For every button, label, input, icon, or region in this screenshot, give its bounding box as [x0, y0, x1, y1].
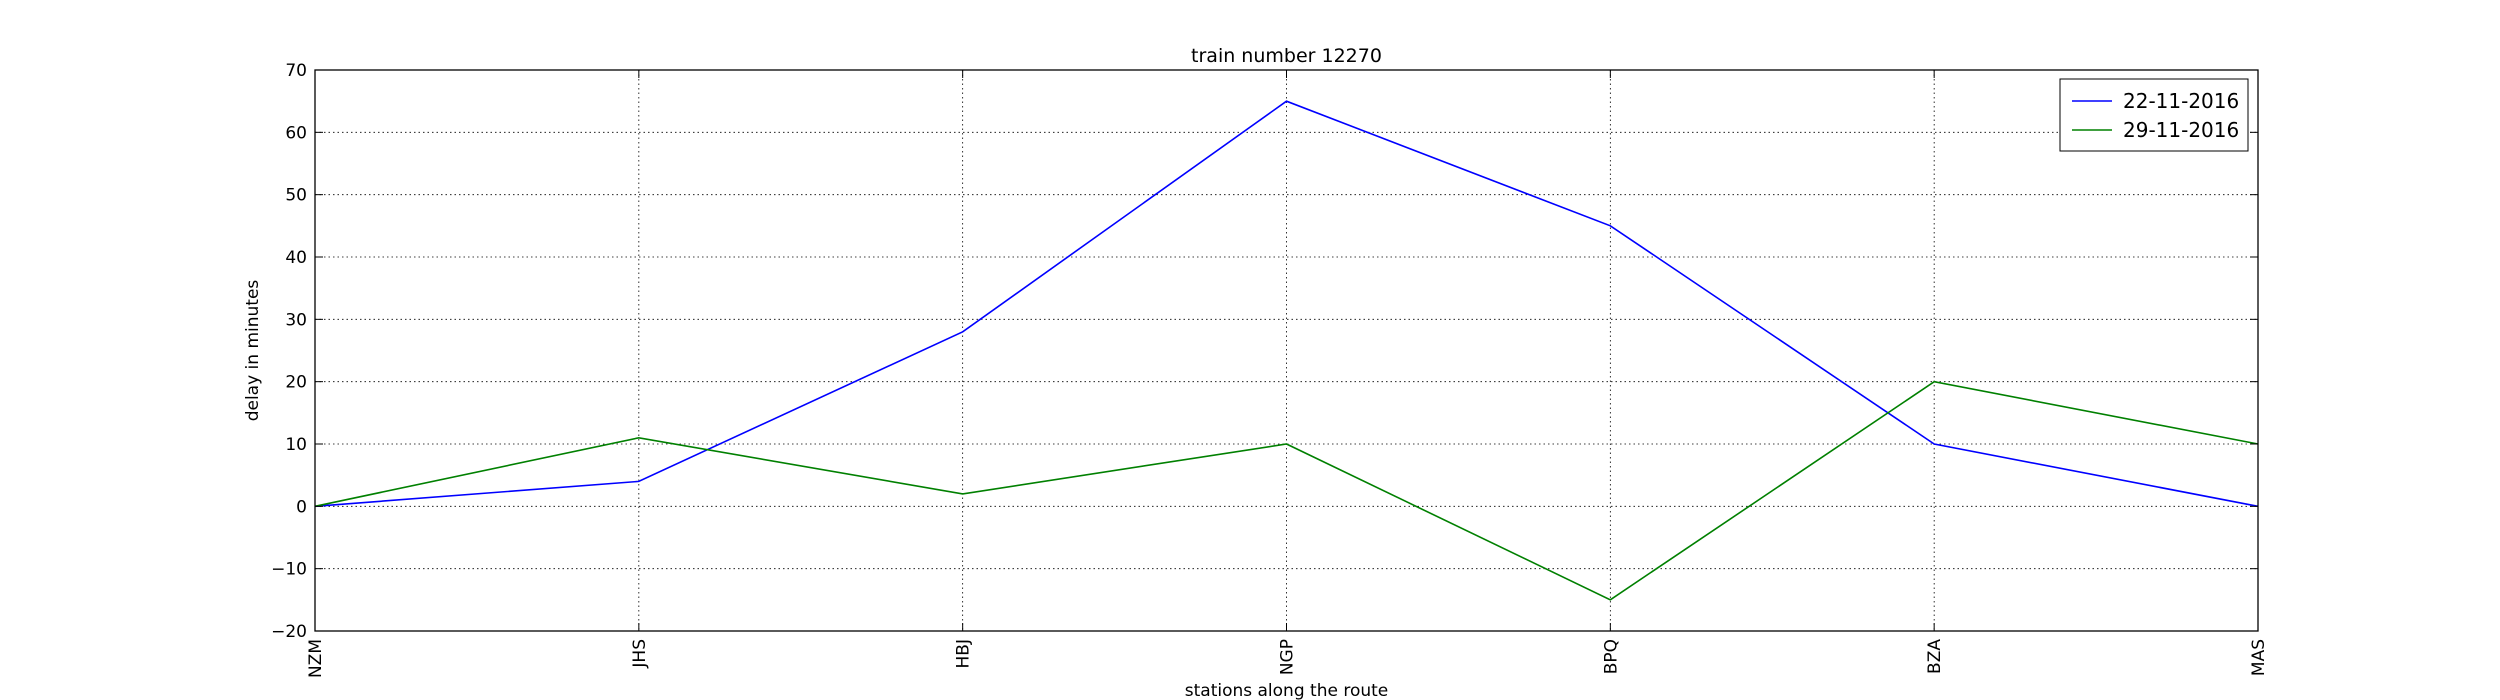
- grid: [314, 69, 2259, 632]
- y-tick-label: −10: [271, 560, 307, 580]
- series-line: [314, 380, 2259, 601]
- series-lines: [314, 100, 2259, 601]
- y-axis-label: delay in minutes: [243, 280, 263, 422]
- y-tick-label: −20: [271, 622, 307, 642]
- legend-box: [2059, 78, 2249, 152]
- y-tick-label: 50: [285, 186, 307, 206]
- x-tick-label: MAS: [2249, 639, 2269, 676]
- x-axis-label: stations along the route: [1185, 681, 1389, 700]
- chart-title: train number 12270: [1191, 45, 1382, 67]
- x-tick-label: NZM: [306, 639, 326, 678]
- y-axis-ticks: −20 −10 0 10 20 30 40 50 60 70: [271, 61, 2258, 642]
- legend: 22-11-2016 29-11-2016: [2059, 78, 2249, 152]
- y-tick-label: 30: [285, 310, 307, 330]
- y-tick-label: 40: [285, 248, 307, 268]
- y-tick-label: 60: [285, 123, 307, 143]
- legend-label: 22-11-2016: [2123, 89, 2239, 113]
- series-line: [314, 100, 2259, 508]
- y-tick-label: 20: [285, 373, 307, 393]
- x-tick-label: BPQ: [1601, 639, 1621, 674]
- legend-label: 29-11-2016: [2123, 118, 2239, 142]
- y-tick-label: 0: [296, 497, 307, 517]
- y-tick-label: 70: [285, 61, 307, 81]
- x-tick-label: BZA: [1925, 639, 1945, 674]
- y-tick-label: 10: [285, 435, 307, 455]
- x-axis-ticks: NZM JHS HBJ NGP BPQ BZA MAS: [306, 70, 2269, 678]
- x-tick-label: HBJ: [954, 639, 974, 668]
- x-tick-label: NGP: [1278, 639, 1298, 675]
- x-tick-label: JHS: [630, 639, 650, 669]
